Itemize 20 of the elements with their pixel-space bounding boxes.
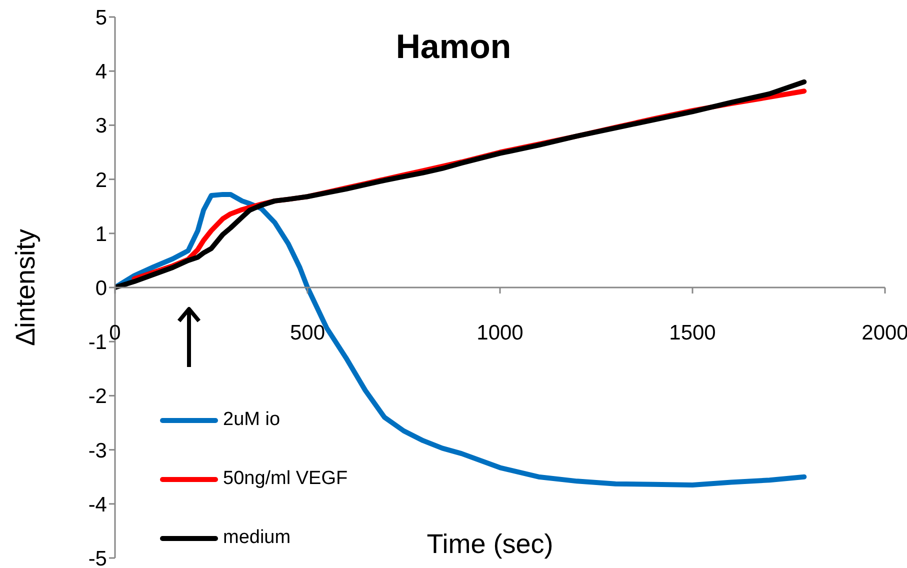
y-tick-label: 5 bbox=[95, 6, 107, 30]
y-tick-label: 2 bbox=[95, 168, 107, 192]
y-tick-label: 3 bbox=[95, 114, 107, 138]
legend-label: medium bbox=[223, 527, 291, 549]
x-axis-title: Time (sec) bbox=[426, 529, 554, 559]
legend-label: 50ng/ml VEGF bbox=[223, 468, 348, 490]
y-tick-label: -1 bbox=[88, 331, 107, 354]
y-tick-label: 4 bbox=[95, 60, 108, 84]
y-tick-label: -5 bbox=[88, 547, 107, 568]
y-tick-label: 1 bbox=[95, 222, 107, 246]
x-tick-label: 500 bbox=[290, 322, 326, 344]
chart-title: Hamon bbox=[396, 28, 512, 66]
y-tick-label: -4 bbox=[88, 493, 108, 516]
y-axis-title: Δintensity bbox=[10, 228, 41, 346]
x-tick-label: 1000 bbox=[476, 322, 524, 344]
y-tick-label: -3 bbox=[88, 439, 107, 462]
y-tick-label: -2 bbox=[88, 385, 107, 408]
x-tick-label: 1500 bbox=[669, 322, 716, 344]
y-tick-label: 0 bbox=[95, 276, 107, 300]
legend-label: 2uM io bbox=[223, 409, 280, 431]
